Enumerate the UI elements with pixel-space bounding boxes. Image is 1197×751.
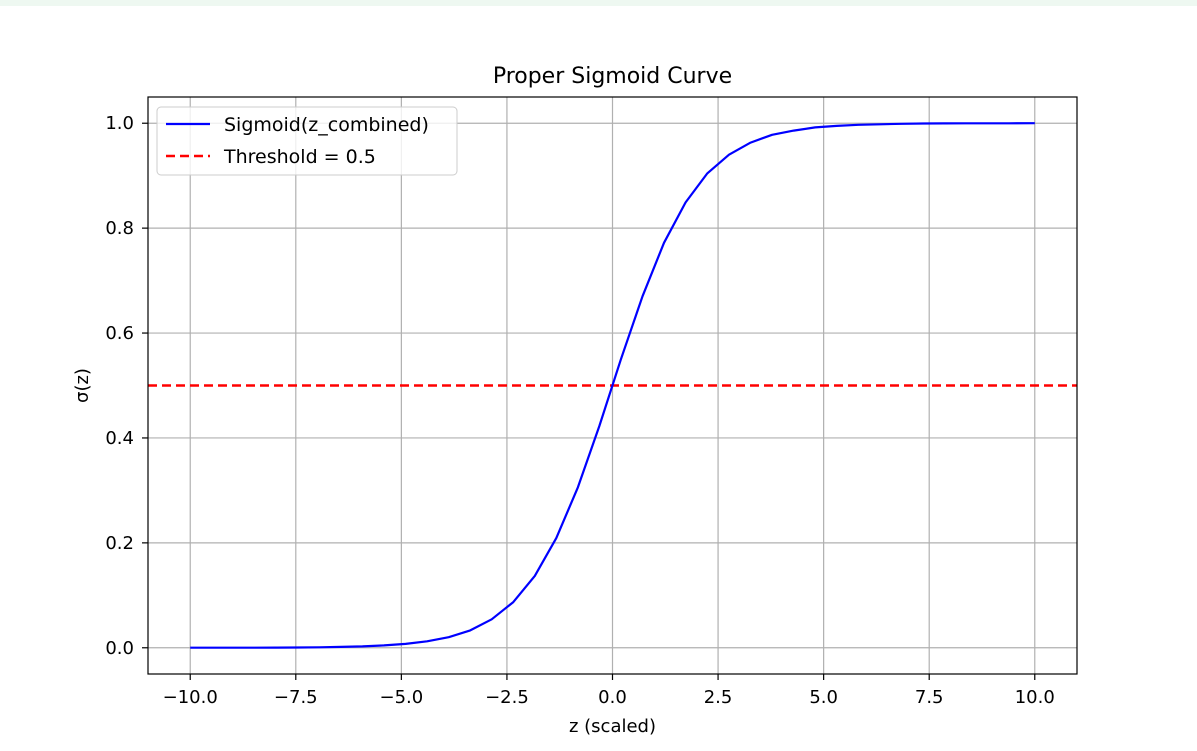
ticks: −10.0 −7.5 −5.0 −2.5 0.0 2.5 5.0 7.5 10.0 0.0 0.2 0…	[105, 113, 1054, 708]
y-axis-label: σ(z)	[72, 368, 93, 403]
x-tick-label: −7.5	[274, 687, 318, 708]
x-tick-label: 5.0	[809, 687, 838, 708]
x-tick-label: 2.5	[704, 687, 733, 708]
legend: Sigmoid(z_combined) Threshold = 0.5	[156, 106, 458, 176]
y-tick-label: 1.0	[105, 113, 134, 134]
sigmoid-curve	[190, 122, 1035, 649]
y-tick-label: 0.2	[105, 533, 134, 554]
y-tick-label: 0.8	[105, 218, 134, 239]
legend-label-threshold: Threshold = 0.5	[223, 146, 376, 168]
top-strip	[0, 0, 1197, 6]
grid	[148, 97, 1077, 674]
x-tick-label: 7.5	[915, 687, 944, 708]
x-tick-label: 0.0	[598, 687, 627, 708]
legend-label-sigmoid: Sigmoid(z_combined)	[224, 114, 429, 136]
x-axis-label: z (scaled)	[569, 716, 656, 737]
plot-area	[148, 122, 1077, 649]
x-tick-label: 10.0	[1015, 687, 1055, 708]
x-tick-label: −2.5	[485, 687, 529, 708]
y-tick-label: 0.4	[105, 428, 134, 449]
x-tick-label: −10.0	[163, 687, 218, 708]
x-tick-label: −5.0	[380, 687, 424, 708]
y-tick-label: 0.0	[105, 638, 134, 659]
y-tick-label: 0.6	[105, 323, 134, 344]
legend-box	[156, 106, 458, 176]
chart-title: Proper Sigmoid Curve	[493, 64, 732, 89]
